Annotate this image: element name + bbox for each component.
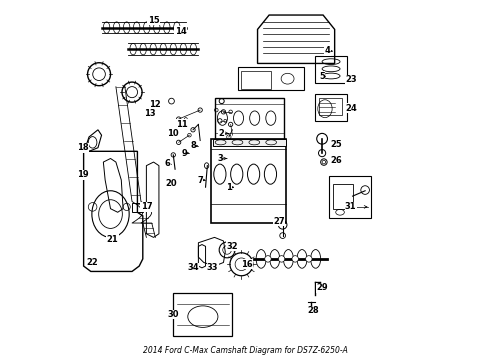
Text: 16: 16 bbox=[241, 260, 253, 269]
Text: 20: 20 bbox=[166, 179, 177, 188]
Text: 34: 34 bbox=[187, 264, 199, 273]
Text: 25: 25 bbox=[331, 140, 343, 149]
Text: 5: 5 bbox=[319, 72, 325, 81]
Text: 3: 3 bbox=[217, 154, 223, 163]
Text: 7: 7 bbox=[197, 176, 203, 185]
Text: 32: 32 bbox=[227, 242, 238, 251]
Text: 30: 30 bbox=[168, 310, 179, 319]
Text: 9: 9 bbox=[181, 149, 187, 158]
Ellipse shape bbox=[306, 256, 312, 262]
Text: 2014 Ford C-Max Camshaft Diagram for DS7Z-6250-A: 2014 Ford C-Max Camshaft Diagram for DS7… bbox=[143, 346, 347, 355]
Bar bbox=[329, 176, 370, 218]
Text: 17: 17 bbox=[141, 202, 152, 211]
Text: 31: 31 bbox=[345, 202, 357, 211]
Text: 13: 13 bbox=[144, 109, 156, 118]
Text: 19: 19 bbox=[77, 170, 89, 179]
Text: 18: 18 bbox=[77, 143, 89, 152]
Text: 33: 33 bbox=[207, 264, 219, 273]
Text: 8: 8 bbox=[190, 141, 196, 150]
Bar bbox=[173, 293, 232, 336]
Bar bbox=[242, 71, 271, 89]
Text: 11: 11 bbox=[176, 120, 188, 129]
Bar bbox=[315, 94, 347, 121]
Bar bbox=[132, 203, 143, 212]
Text: 22: 22 bbox=[87, 258, 98, 267]
Text: 1: 1 bbox=[226, 183, 232, 192]
Text: 2: 2 bbox=[219, 129, 224, 138]
Bar bbox=[211, 139, 286, 223]
Bar bbox=[213, 139, 286, 146]
Text: 26: 26 bbox=[331, 156, 343, 165]
Text: 12: 12 bbox=[149, 100, 161, 109]
Text: 29: 29 bbox=[316, 283, 328, 292]
Text: 15: 15 bbox=[147, 16, 159, 25]
Ellipse shape bbox=[292, 256, 298, 262]
Bar bbox=[215, 98, 285, 139]
Text: 4: 4 bbox=[324, 46, 330, 55]
Text: 24: 24 bbox=[345, 104, 357, 113]
Ellipse shape bbox=[278, 256, 285, 262]
Bar bbox=[318, 98, 342, 116]
Ellipse shape bbox=[265, 256, 271, 262]
Text: 10: 10 bbox=[168, 129, 179, 138]
Bar bbox=[315, 56, 347, 83]
Text: 14: 14 bbox=[174, 27, 186, 36]
Text: 6: 6 bbox=[165, 159, 171, 168]
Text: 23: 23 bbox=[345, 75, 357, 84]
Bar bbox=[238, 67, 304, 90]
Text: 21: 21 bbox=[106, 235, 118, 244]
Text: 28: 28 bbox=[307, 306, 319, 315]
Text: 27: 27 bbox=[273, 217, 285, 226]
